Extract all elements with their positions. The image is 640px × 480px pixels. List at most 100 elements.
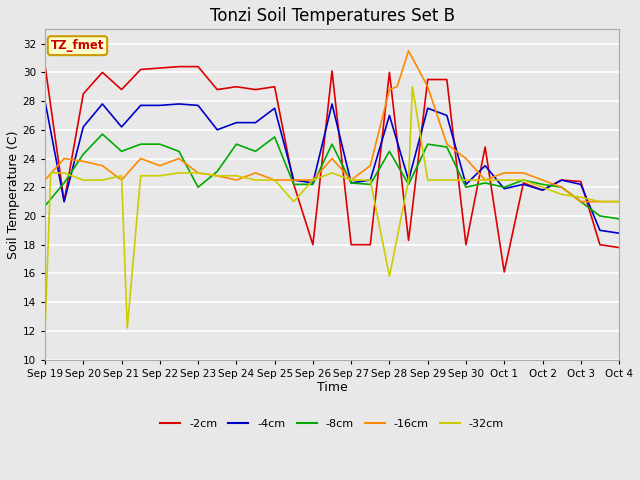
-16cm: [137, 156, 145, 161]
-8cm: [424, 141, 431, 147]
-16cm: [156, 163, 164, 168]
-2cm: [520, 180, 527, 186]
-2cm: [195, 64, 202, 70]
-16cm: [271, 177, 278, 183]
-16cm: [520, 170, 527, 176]
-16cm: [424, 84, 431, 90]
-4cm: [99, 101, 106, 107]
-32cm: [252, 177, 259, 183]
-32cm: [137, 173, 145, 179]
-8cm: [118, 148, 125, 154]
Text: TZ_fmet: TZ_fmet: [51, 39, 104, 52]
-16cm: [79, 158, 87, 164]
-2cm: [41, 62, 49, 68]
-8cm: [404, 181, 412, 187]
-2cm: [290, 181, 298, 187]
-2cm: [309, 242, 317, 248]
-8cm: [137, 141, 145, 147]
-2cm: [558, 177, 566, 183]
-8cm: [252, 148, 259, 154]
-16cm: [393, 84, 401, 90]
-32cm: [99, 177, 106, 183]
-32cm: [500, 177, 508, 183]
-4cm: [443, 113, 451, 119]
-4cm: [175, 101, 183, 107]
-2cm: [404, 238, 412, 243]
-16cm: [558, 184, 566, 190]
-2cm: [213, 87, 221, 93]
Line: -32cm: -32cm: [45, 87, 619, 331]
-4cm: [596, 228, 604, 233]
-4cm: [156, 103, 164, 108]
-8cm: [79, 151, 87, 157]
-32cm: [271, 177, 278, 183]
-8cm: [195, 184, 202, 190]
-8cm: [520, 177, 527, 183]
-4cm: [118, 124, 125, 130]
-8cm: [385, 148, 393, 154]
-8cm: [348, 180, 355, 186]
-32cm: [539, 184, 547, 190]
Title: Tonzi Soil Temperatures Set B: Tonzi Soil Temperatures Set B: [209, 7, 454, 25]
-16cm: [500, 170, 508, 176]
-8cm: [462, 184, 470, 190]
-4cm: [213, 127, 221, 132]
-32cm: [232, 173, 240, 179]
-4cm: [481, 163, 489, 168]
-4cm: [577, 181, 584, 187]
-32cm: [462, 177, 470, 183]
-4cm: [367, 177, 374, 183]
Y-axis label: Soil Temperature (C): Soil Temperature (C): [7, 130, 20, 259]
-16cm: [252, 170, 259, 176]
-32cm: [124, 325, 131, 331]
-4cm: [558, 177, 566, 183]
-16cm: [596, 199, 604, 204]
-8cm: [156, 141, 164, 147]
-8cm: [615, 216, 623, 222]
-4cm: [404, 177, 412, 183]
-4cm: [79, 124, 87, 130]
-32cm: [290, 199, 298, 204]
-2cm: [99, 70, 106, 75]
-4cm: [328, 101, 336, 107]
-2cm: [577, 179, 584, 184]
-32cm: [309, 177, 317, 183]
-32cm: [481, 177, 489, 183]
-16cm: [481, 177, 489, 183]
-32cm: [195, 170, 202, 176]
-32cm: [328, 170, 336, 176]
-32cm: [47, 170, 54, 176]
-4cm: [500, 186, 508, 192]
-4cm: [252, 120, 259, 125]
-2cm: [539, 187, 547, 193]
-8cm: [60, 180, 68, 186]
-16cm: [118, 177, 125, 183]
-4cm: [195, 103, 202, 108]
-8cm: [213, 168, 221, 174]
-2cm: [60, 199, 68, 204]
-2cm: [232, 84, 240, 90]
-32cm: [424, 177, 431, 183]
-8cm: [232, 141, 240, 147]
-2cm: [424, 77, 431, 83]
-16cm: [309, 177, 317, 183]
-32cm: [213, 173, 221, 179]
-8cm: [596, 213, 604, 219]
-4cm: [41, 98, 49, 104]
Line: -2cm: -2cm: [45, 65, 619, 272]
-32cm: [367, 177, 374, 183]
-8cm: [539, 181, 547, 187]
-2cm: [596, 242, 604, 248]
-8cm: [328, 141, 336, 147]
-8cm: [290, 181, 298, 187]
-2cm: [271, 84, 278, 90]
-32cm: [577, 194, 584, 200]
-16cm: [41, 177, 49, 183]
-4cm: [309, 180, 317, 186]
-16cm: [404, 48, 412, 54]
-4cm: [615, 230, 623, 236]
-4cm: [424, 106, 431, 111]
Line: -8cm: -8cm: [45, 134, 619, 219]
-16cm: [175, 156, 183, 161]
-8cm: [41, 203, 49, 209]
